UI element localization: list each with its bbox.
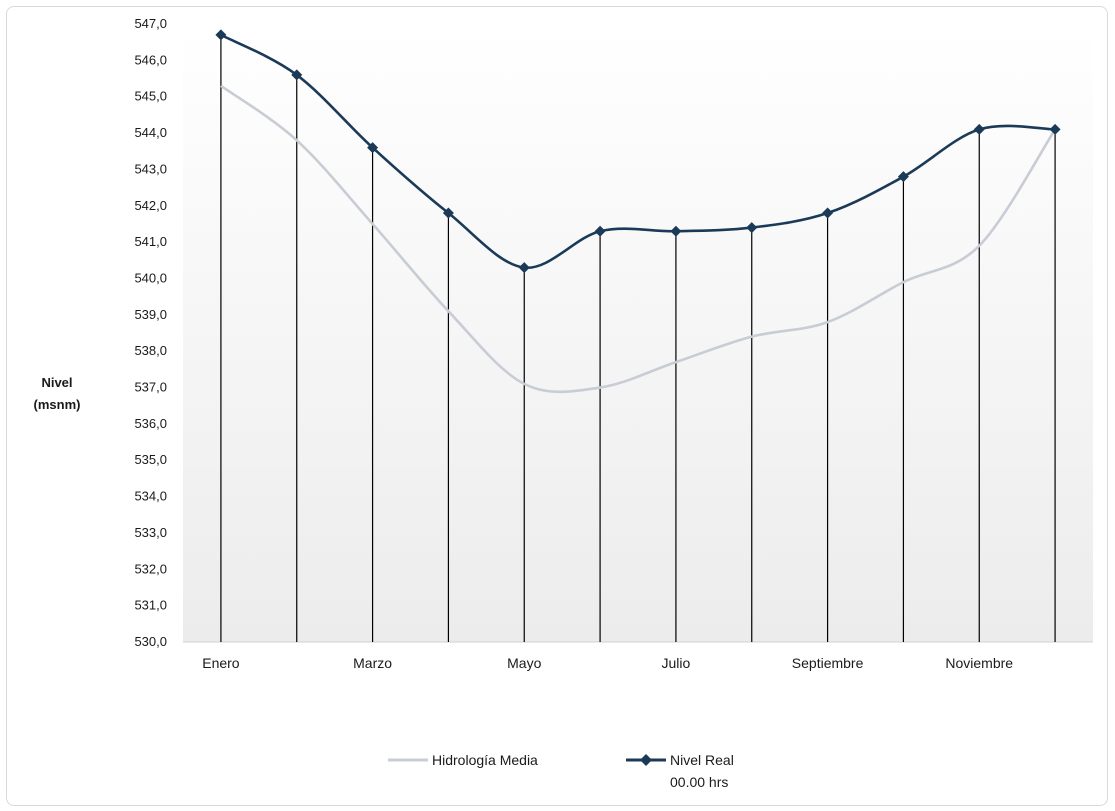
series-layer: [215, 29, 1061, 394]
x-axis: Enero Marzo Mayo Julio Septiembre Noviembre: [183, 641, 1093, 671]
y-tick-label: 540,0: [134, 270, 167, 285]
y-tick-label: 546,0: [134, 52, 167, 67]
y-tick-label: 544,0: [134, 125, 167, 140]
plot-area: [183, 24, 1093, 642]
y-tick-label: 539,0: [134, 307, 167, 322]
y-tick-label: 532,0: [134, 561, 167, 576]
data-point-nivel-real: [594, 225, 606, 237]
y-tick-label: 533,0: [134, 525, 167, 540]
legend-marker-nivel-real: [640, 754, 652, 766]
data-point-nivel-real: [670, 225, 682, 237]
data-point-nivel-real: [973, 123, 985, 135]
y-axis: 530,0 531,0 532,0 533,0 534,0 535,0 536,0 537,0…: [134, 16, 167, 649]
legend: Hidrología Media Nivel Real 00.00 hrs: [388, 752, 734, 790]
y-tick-label: 534,0: [134, 489, 167, 504]
y-tick-label: 538,0: [134, 343, 167, 358]
data-point-nivel-real: [897, 171, 909, 183]
y-axis-title-line1: Nivel: [41, 375, 72, 390]
x-tick-label: Mayo: [507, 655, 541, 671]
y-tick-label: 542,0: [134, 198, 167, 213]
legend-label-nivel-real: Nivel Real: [670, 752, 734, 768]
data-point-nivel-real: [215, 29, 227, 41]
y-tick-label: 545,0: [134, 89, 167, 104]
y-tick-label: 531,0: [134, 598, 167, 613]
data-point-nivel-real: [291, 69, 303, 81]
x-tick-label: Enero: [202, 655, 240, 671]
x-tick-label: Julio: [662, 655, 691, 671]
y-tick-label: 547,0: [134, 16, 167, 31]
y-tick-label: 530,0: [134, 634, 167, 649]
y-tick-label: 535,0: [134, 452, 167, 467]
y-tick-label: 543,0: [134, 161, 167, 176]
x-tick-label: Septiembre: [792, 655, 864, 671]
x-tick-label: Noviembre: [945, 655, 1013, 671]
data-point-nivel-real: [518, 262, 530, 274]
y-axis-title: Nivel (msnm): [34, 375, 81, 412]
data-point-nivel-real: [1049, 123, 1061, 135]
y-tick-label: 541,0: [134, 234, 167, 249]
data-point-nivel-real: [822, 207, 834, 219]
drop-lines: [220, 34, 1056, 642]
x-tick-label: Marzo: [353, 655, 392, 671]
series-line-hidrolog-a-media: [220, 84, 1057, 394]
legend-label-hidrologia-media: Hidrología Media: [432, 752, 538, 768]
y-axis-title-line2: (msnm): [34, 397, 81, 412]
data-point-nivel-real: [746, 222, 758, 234]
legend-label-nivel-real-line2: 00.00 hrs: [670, 774, 728, 790]
data-point-nivel-real: [367, 142, 379, 154]
y-tick-label: 536,0: [134, 416, 167, 431]
data-point-nivel-real: [442, 207, 454, 219]
y-tick-label: 537,0: [134, 380, 167, 395]
